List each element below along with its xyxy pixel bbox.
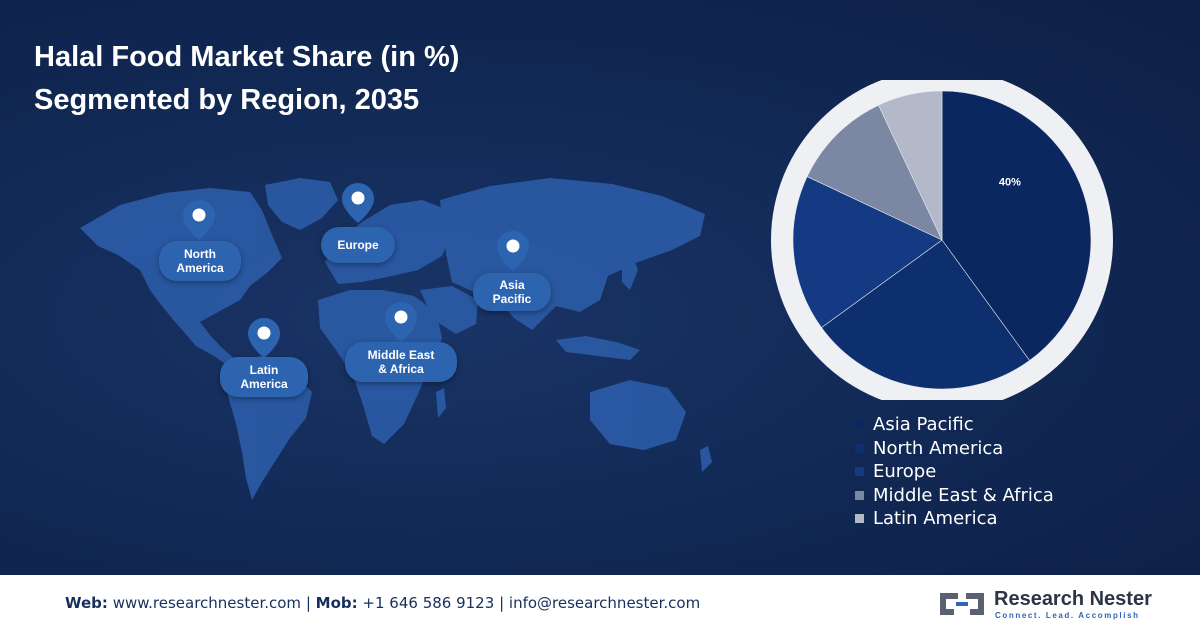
map-japan [622, 254, 638, 290]
brand-logo: Research Nester Connect. Lead. Accomplis… [936, 585, 1152, 621]
legend-swatch [855, 467, 864, 477]
research-nester-logo-icon [940, 593, 984, 615]
region-label-asia-pacific: Asia Pacific [473, 273, 551, 311]
legend-item: Asia Pacific [855, 413, 1054, 437]
phone-number: +1 646 586 9123 [362, 594, 495, 612]
separator: | [305, 594, 311, 612]
region-label-line: Middle East [367, 348, 435, 362]
map-australia [590, 380, 686, 450]
infographic-panel: Halal Food Market Share (in %) Segmented… [0, 0, 1200, 575]
map-new-zealand [700, 446, 712, 472]
pie-chart: 40% [771, 80, 1113, 400]
pie-slice-asia-pacific [941, 90, 1092, 361]
chart-legend: Asia Pacific North America Europe Middle Ea… [855, 413, 1054, 531]
pie-slice-middle-east-africa [806, 104, 943, 241]
pie-slice-europe [792, 176, 943, 328]
region-label-line: America [240, 377, 288, 391]
legend-label: Europe [873, 461, 937, 483]
map-madagascar [436, 388, 446, 418]
region-label-middle-east-africa: Middle East & Africa [345, 342, 457, 382]
region-label-north-america: North America [159, 241, 241, 281]
region-label-line: Asia [499, 278, 525, 292]
legend-item: Middle East & Africa [855, 484, 1054, 508]
separator: | [499, 594, 505, 612]
pie-data-label: 40% [999, 176, 1021, 188]
email-link[interactable]: info@researchnester.com [508, 594, 701, 612]
region-label-line: America [176, 261, 224, 275]
pie-slice-latin-america [878, 90, 943, 241]
legend-item: Europe [855, 460, 1054, 484]
web-label: Web: [65, 594, 108, 612]
brand-tagline: Connect. Lead. Accomplish [995, 611, 1140, 620]
map-central-america [184, 322, 236, 366]
footer-bar: Web: www.researchnester.com | Mob: +1 64… [0, 575, 1200, 628]
location-pin-icon-latin-america [248, 318, 280, 358]
legend-swatch [855, 420, 864, 430]
legend-swatch [855, 514, 864, 524]
brand-name: Research Nester [994, 588, 1152, 610]
contact-info: Web: www.researchnester.com | Mob: +1 64… [65, 594, 700, 612]
page-title: Halal Food Market Share (in %) Segmented… [34, 36, 459, 122]
region-label-europe: Europe [321, 227, 395, 263]
legend-item: North America [855, 437, 1054, 461]
title-line-2: Segmented by Region, 2035 [34, 84, 420, 116]
title-line-1: Halal Food Market Share (in %) [34, 41, 460, 73]
legend-label: Latin America [873, 508, 998, 530]
region-label-line: Pacific [492, 292, 532, 306]
location-pin-icon-middle-east-africa [385, 302, 417, 342]
location-pin-icon-asia-pacific [497, 231, 529, 271]
pie-slice-north-america [821, 239, 1030, 390]
map-arabia [420, 286, 478, 334]
region-label-line: & Africa [378, 362, 424, 376]
website-link[interactable]: www.researchnester.com [112, 594, 302, 612]
region-label-line: Europe [337, 238, 379, 252]
world-map [80, 178, 712, 500]
legend-swatch [855, 443, 864, 453]
region-label-latin-america: Latin America [220, 357, 308, 397]
legend-label: Middle East & Africa [873, 484, 1054, 506]
map-indonesia [556, 336, 640, 360]
legend-item: Latin America [855, 507, 1054, 531]
map-greenland [265, 178, 338, 230]
location-pin-icon-north-america [183, 200, 215, 240]
mobile-label: Mob: [315, 594, 358, 612]
legend-label: North America [873, 437, 1004, 459]
legend-label: Asia Pacific [873, 414, 974, 436]
legend-swatch [855, 490, 864, 500]
location-pin-icon-europe [342, 183, 374, 223]
region-label-line: North [184, 247, 216, 261]
region-label-line: Latin [249, 363, 279, 377]
